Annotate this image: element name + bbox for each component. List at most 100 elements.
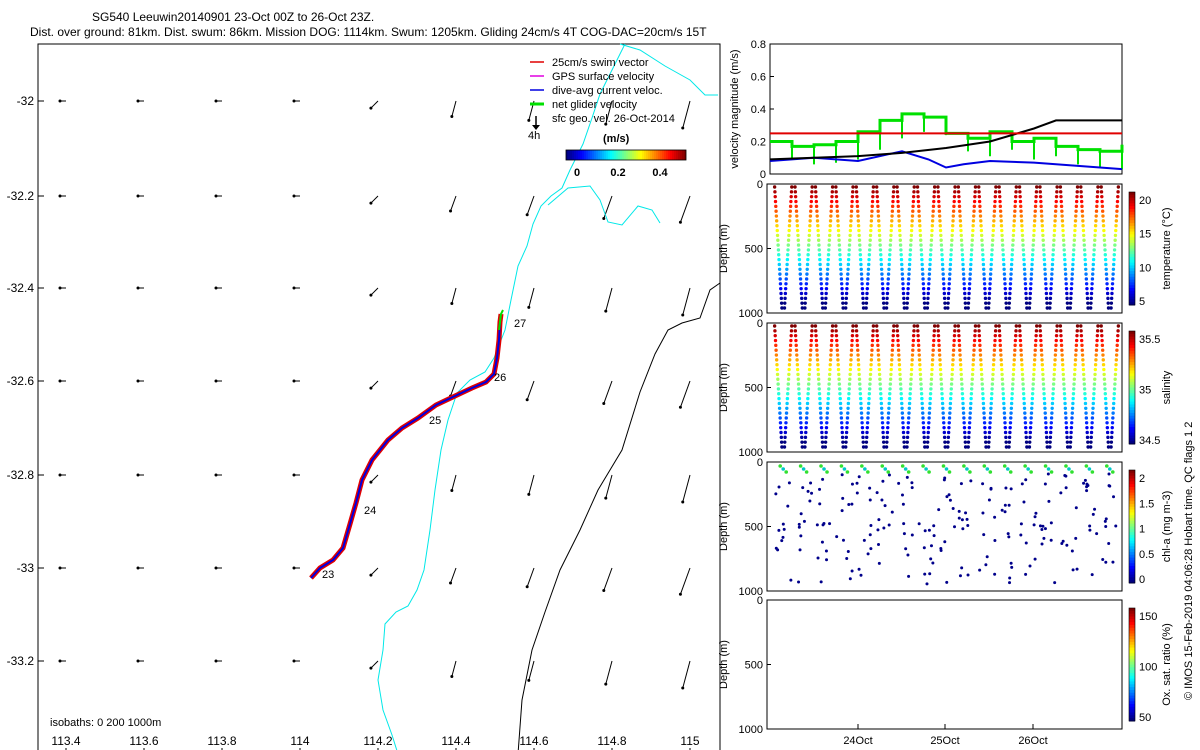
chl-sample [982,464,987,468]
profile-sample [961,267,965,271]
profile-sample [854,185,858,189]
chl-sample [787,481,791,485]
profile-sample [905,301,909,305]
profile-sample [847,243,852,247]
profile-sample [908,387,913,391]
profile-sample [861,445,866,449]
chl-sample [953,525,957,529]
profile-sample [1093,238,1097,242]
profile-sample [1039,338,1043,343]
chl-sample [1019,522,1023,526]
profile-colorbar-tick: 10 [1139,262,1151,274]
chl-sample [847,503,851,507]
profile-colorbar-cell [1129,234,1135,238]
chl-sample [960,566,964,570]
profile-sample [896,199,900,204]
profile-colorbar-cell [1129,543,1135,547]
profile-sample [922,291,926,296]
profile-sample [785,253,790,257]
profile-sample [966,306,970,310]
profile-sample [1060,348,1064,352]
vector-arrow-head [527,305,531,309]
profile-sample [1102,238,1107,242]
profile-sample [915,324,920,328]
profile-sample [1042,392,1046,396]
profile-sample [926,286,931,291]
profile-sample [835,343,839,348]
profile-sample [967,286,972,291]
profile-sample [907,406,911,410]
profile-sample [869,353,874,357]
profile-colorbar-cell [1129,245,1135,249]
profile-sample [1054,204,1058,209]
profile-sample [1048,296,1053,301]
profile-sample [890,358,894,362]
profile-sample [917,348,921,352]
profile-sample [922,430,926,435]
profile-sample [856,224,861,228]
profile-sample [972,209,976,213]
profile-sample [1092,243,1097,247]
profile-sample [1004,306,1009,310]
profile-sample [968,406,973,410]
profile-sample [878,387,883,391]
profile-sample [779,425,783,430]
profile-sample [988,282,992,286]
profile-sample [947,425,951,430]
profile-sample [1021,253,1026,257]
chl-sample [877,518,881,522]
profile-sample [846,411,850,415]
profile-sample [919,392,924,396]
profile-sample [968,272,972,276]
chl-sample [966,524,970,528]
vector-arrow-head [450,114,454,118]
chl-sample [941,464,946,468]
profile-sample [1021,382,1025,386]
profile-sample [1113,372,1118,377]
y-tick-label: -32.2 [7,189,35,203]
profile-sample [839,282,844,286]
profile-sample [987,291,992,296]
profile-sample [1019,219,1024,223]
profile-sample [806,248,811,252]
profile-sample [806,382,811,386]
colorbar-cell [604,150,607,160]
profile-sample [1065,430,1069,435]
profile-sample [990,377,995,381]
profile-sample [929,382,933,386]
profile-sample [899,387,903,391]
profile-sample [942,296,947,301]
profile-colorbar-cell [1129,333,1135,338]
profile-sample [794,199,798,204]
profile-sample [1059,338,1063,343]
profile-sample [1010,396,1014,401]
profile-sample [1034,199,1038,204]
profile-sample [952,204,956,209]
profile-sample [1050,262,1055,267]
profile-sample [1072,387,1076,391]
chl-sample [932,534,936,538]
profile-sample [982,421,987,425]
profile-sample [959,377,964,381]
profile-sample [999,353,1003,357]
profile-sample [787,224,792,228]
profile-sample [819,425,824,430]
profile-sample [844,291,849,296]
chl-sample [939,546,943,550]
profile-sample [848,228,853,233]
profile-sample [1082,387,1087,391]
profile-sample [938,367,943,372]
profile-sample [819,421,823,425]
profile-sample [789,194,793,199]
profile-sample [1092,387,1096,391]
chl-sample [1061,539,1065,543]
chl-sample [943,540,947,544]
chl-sample [845,470,850,474]
profile-sample [804,286,808,291]
chl-sample [839,464,844,468]
profile-sample [898,243,903,247]
profile-sample [779,291,783,296]
profile-sample [948,411,952,415]
chl-sample [798,464,803,468]
profile-sample [788,353,792,357]
